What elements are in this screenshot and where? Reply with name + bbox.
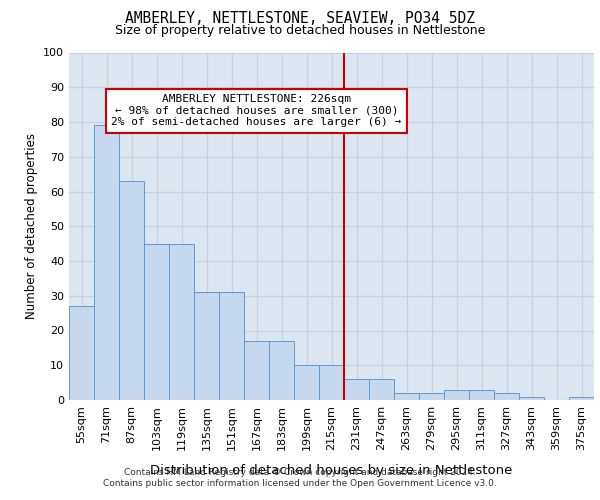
Bar bbox=[119, 181, 144, 400]
Bar bbox=[269, 341, 294, 400]
X-axis label: Distribution of detached houses by size in Nettlestone: Distribution of detached houses by size … bbox=[151, 464, 512, 477]
Text: Contains HM Land Registry data © Crown copyright and database right 2024.
Contai: Contains HM Land Registry data © Crown c… bbox=[103, 468, 497, 487]
Bar bbox=[519, 396, 544, 400]
Bar bbox=[344, 379, 369, 400]
Bar bbox=[69, 306, 94, 400]
Bar bbox=[444, 390, 469, 400]
Bar bbox=[394, 393, 419, 400]
Bar bbox=[144, 244, 169, 400]
Text: AMBERLEY, NETTLESTONE, SEAVIEW, PO34 5DZ: AMBERLEY, NETTLESTONE, SEAVIEW, PO34 5DZ bbox=[125, 11, 475, 26]
Bar bbox=[294, 365, 319, 400]
Bar bbox=[94, 126, 119, 400]
Bar bbox=[244, 341, 269, 400]
Bar bbox=[494, 393, 519, 400]
Bar bbox=[219, 292, 244, 400]
Bar bbox=[169, 244, 194, 400]
Bar bbox=[194, 292, 219, 400]
Bar bbox=[469, 390, 494, 400]
Bar bbox=[369, 379, 394, 400]
Text: Size of property relative to detached houses in Nettlestone: Size of property relative to detached ho… bbox=[115, 24, 485, 37]
Y-axis label: Number of detached properties: Number of detached properties bbox=[25, 133, 38, 320]
Bar bbox=[319, 365, 344, 400]
Text: AMBERLEY NETTLESTONE: 226sqm
← 98% of detached houses are smaller (300)
2% of se: AMBERLEY NETTLESTONE: 226sqm ← 98% of de… bbox=[112, 94, 401, 128]
Bar bbox=[569, 396, 594, 400]
Bar bbox=[419, 393, 444, 400]
